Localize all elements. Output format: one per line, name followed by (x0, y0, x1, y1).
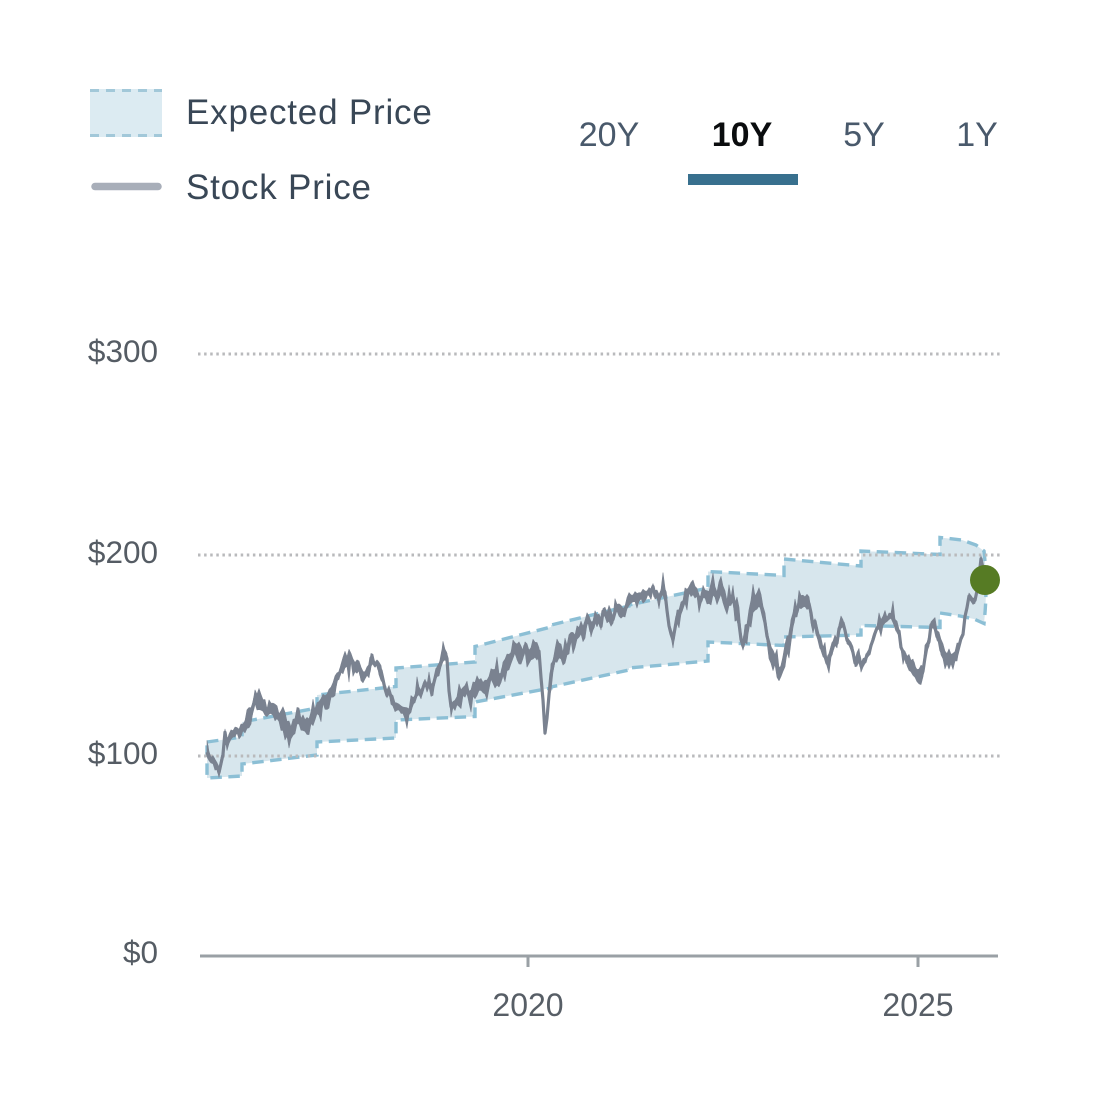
svg-text:1Y: 1Y (956, 116, 998, 154)
svg-text:Expected Price: Expected Price (186, 93, 433, 132)
svg-text:$100: $100 (88, 735, 158, 771)
svg-text:Stock Price: Stock Price (186, 168, 372, 207)
svg-text:20Y: 20Y (579, 116, 640, 154)
svg-text:5Y: 5Y (843, 116, 885, 154)
svg-text:10Y: 10Y (712, 116, 773, 154)
svg-text:$0: $0 (123, 934, 158, 970)
svg-text:2025: 2025 (882, 987, 953, 1023)
svg-text:$200: $200 (88, 534, 158, 570)
svg-text:$300: $300 (88, 333, 158, 369)
svg-text:2020: 2020 (492, 987, 563, 1023)
